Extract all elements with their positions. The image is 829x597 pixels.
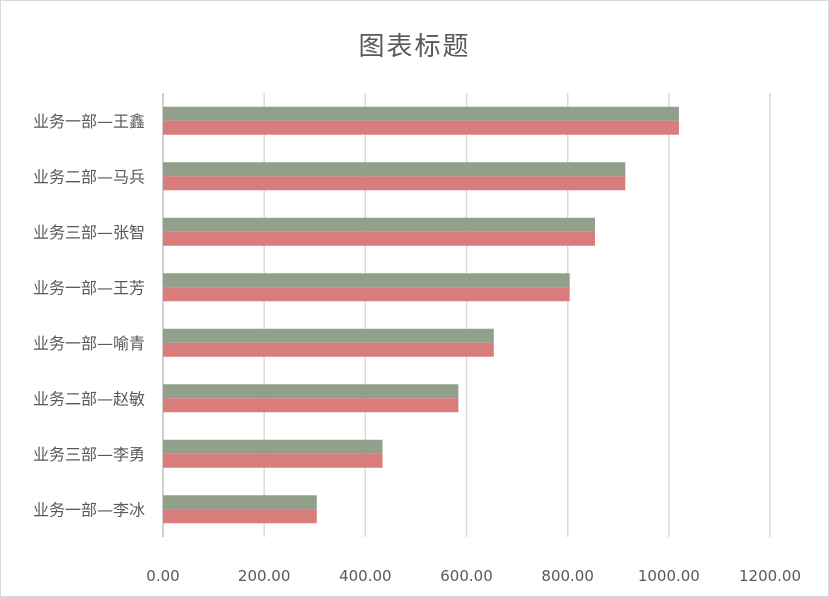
bar-series-1 (163, 217, 595, 232)
x-tick-labels: 0.00 200.00 400.00 600.00 800.00 1000.00 1200.… (146, 567, 801, 585)
x-tick-label: 0.00 (146, 567, 179, 585)
x-tick-label: 400.00 (339, 567, 392, 585)
bars (163, 106, 679, 524)
chart-title: 图表标题 (358, 32, 471, 62)
bar-series-2 (163, 120, 679, 135)
category-label: 业务一部—李冰 (33, 500, 145, 519)
bar-series-1 (163, 495, 317, 510)
bar-series-2 (163, 231, 595, 246)
bar-series-1 (163, 106, 679, 121)
bar-series-2 (163, 509, 317, 524)
x-tick-label: 600.00 (440, 567, 493, 585)
bar-series-2 (163, 398, 459, 413)
bar-series-1 (163, 328, 494, 343)
bar-series-1 (163, 162, 626, 177)
x-tick-label: 1000.00 (638, 567, 700, 585)
bar-series-1 (163, 273, 570, 288)
bar-series-2 (163, 342, 494, 357)
category-label: 业务一部—王芳 (33, 278, 145, 297)
bar-series-2 (163, 453, 383, 468)
category-label: 业务一部—喻青 (33, 334, 145, 353)
category-label: 业务三部—张智 (33, 223, 145, 242)
bar-series-2 (163, 287, 570, 302)
category-label: 业务一部—王鑫 (33, 112, 145, 131)
category-label: 业务二部—马兵 (33, 167, 145, 186)
gridlines (162, 93, 771, 537)
x-tick-label: 200.00 (238, 567, 291, 585)
category-labels: 业务一部—王鑫业务二部—马兵业务三部—张智业务一部—王芳业务一部—喻青业务二部—… (33, 112, 145, 520)
bar-series-1 (163, 384, 459, 399)
bar-series-1 (163, 439, 383, 454)
category-label: 业务二部—赵敏 (33, 389, 145, 408)
x-tick-label: 1200.00 (739, 567, 801, 585)
x-tick-label: 800.00 (541, 567, 594, 585)
category-label: 业务三部—李勇 (33, 445, 145, 464)
bar-series-2 (163, 176, 626, 191)
